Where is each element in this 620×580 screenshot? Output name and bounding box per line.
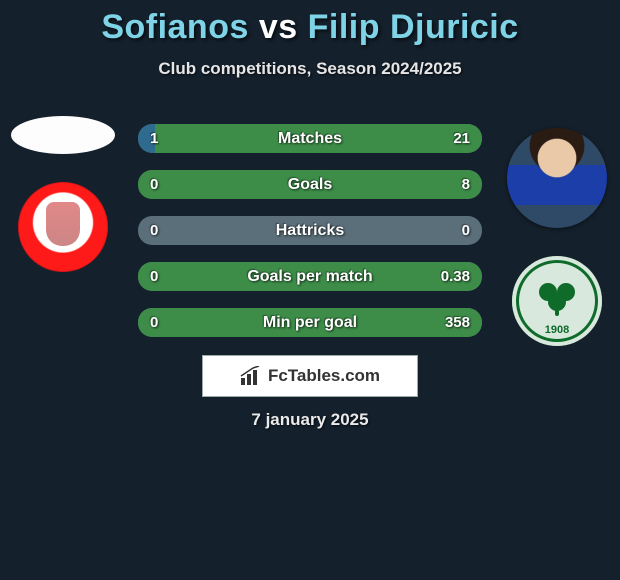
stat-bar: 0 Goals 8 [138, 170, 482, 199]
stat-label: Goals [288, 176, 332, 194]
player2-avatar [507, 128, 607, 228]
stat-bars: 1 Matches 21 0 Goals 8 0 Hattricks 0 0 Goals per m… [138, 124, 482, 337]
stat-bar: 0 Hattricks 0 [138, 216, 482, 245]
stat-value-left: 0 [150, 176, 158, 193]
player2-name: Filip Djuricic [308, 8, 519, 46]
stat-value-left: 0 [150, 314, 158, 331]
date-text: 7 january 2025 [0, 410, 620, 430]
left-column [8, 110, 118, 272]
shamrock-icon [534, 278, 580, 316]
stat-label: Matches [278, 130, 342, 148]
stat-bar: 1 Matches 21 [138, 124, 482, 153]
stat-value-left: 0 [150, 268, 158, 285]
stat-label: Min per goal [263, 314, 357, 332]
bar-chart-icon [240, 366, 262, 386]
stat-label: Hattricks [276, 222, 344, 240]
player1-avatar [11, 116, 115, 154]
stat-value-left: 1 [150, 130, 158, 147]
stat-bar: 0 Goals per match 0.38 [138, 262, 482, 291]
stat-label: Goals per match [247, 268, 372, 286]
stat-bar: 0 Min per goal 358 [138, 308, 482, 337]
club2-year: 1908 [512, 324, 602, 336]
stat-value-right: 358 [445, 314, 470, 331]
page-title: Sofianos vs Filip Djuricic [0, 0, 620, 47]
stat-value-right: 0.38 [441, 268, 470, 285]
subtitle: Club competitions, Season 2024/2025 [0, 59, 620, 79]
title-vs: vs [259, 8, 298, 46]
stat-value-right: 21 [453, 130, 470, 147]
brand-box[interactable]: FcTables.com [202, 355, 418, 397]
stat-value-right: 0 [462, 222, 470, 239]
player2-club-badge: 1908 [512, 256, 602, 346]
player1-club-badge [18, 182, 108, 272]
player1-name: Sofianos [101, 8, 249, 46]
stat-value-right: 8 [462, 176, 470, 193]
right-column: 1908 [502, 110, 612, 346]
stat-value-left: 0 [150, 222, 158, 239]
brand-text: FcTables.com [268, 366, 380, 386]
